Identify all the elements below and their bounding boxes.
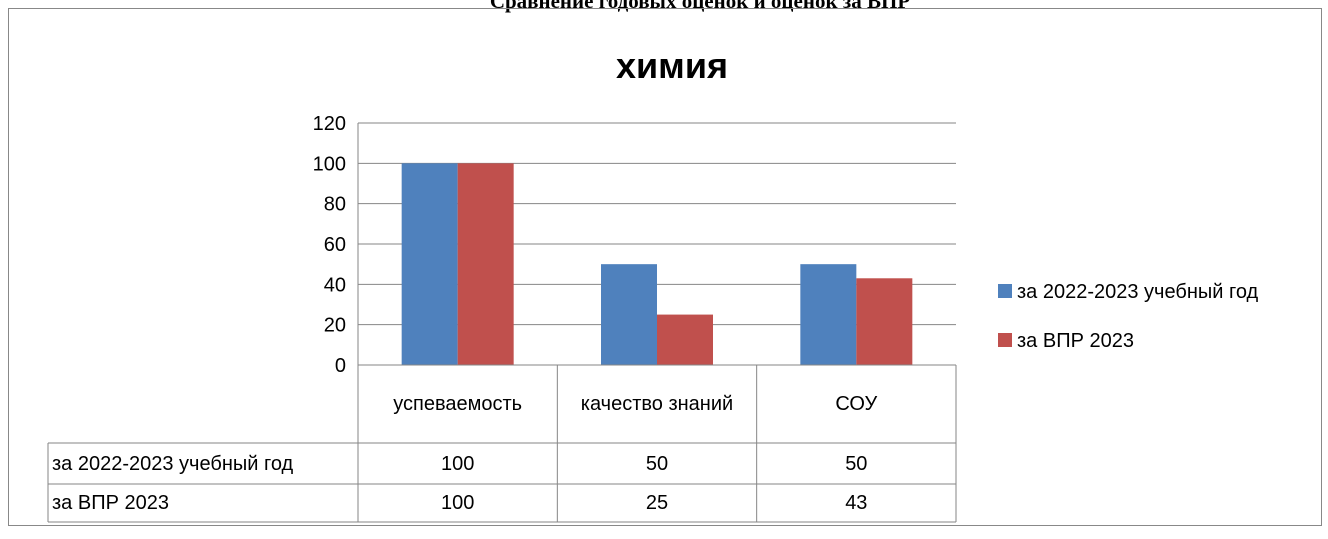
table-value-box: 43 [845,492,868,514]
legend-swatch [998,333,1012,347]
category-label: СОУ [835,393,878,415]
y-tick-label: 80 [324,194,346,216]
row-label: за 2022-2023 учебный год [52,452,294,475]
category-label-box: СОУ [835,393,878,415]
row-label: за ВПР 2023 [52,492,169,514]
table-value: 43 [845,492,868,514]
table-value-box: 50 [845,452,868,475]
y-tick-label: 40 [324,274,346,296]
bar [601,264,657,365]
table-value-box: 100 [440,452,475,475]
row-label-box: за 2022-2023 учебный год [52,452,294,475]
table-value: 100 [440,452,475,475]
y-tick-label: 100 [313,153,346,175]
table-value: 100 [440,492,475,514]
bar [657,314,713,365]
category-label-box: качество знаний [580,393,734,415]
y-tick-label: 60 [324,234,346,256]
legend-swatch [998,284,1012,298]
table-value-box: 100 [440,492,475,514]
chart-frame [8,8,1322,526]
category-label-box: успеваемость [393,393,523,415]
bar [457,163,514,365]
table-value-box: 50 [645,452,669,475]
bar [800,264,857,365]
page-heading: Сравнение годовых оценок и оценок за ВПР [490,0,910,13]
category-label: успеваемость [393,393,523,415]
table-value: 50 [645,452,669,475]
row-label-box: за ВПР 2023 [52,492,169,514]
table-value: 50 [845,452,868,475]
legend-label: за 2022-2023 учебный год [1017,281,1259,303]
y-tick-label: 20 [324,315,346,337]
y-tick-label: 120 [313,113,346,135]
table-value-box: 25 [645,492,669,514]
legend-label: за ВПР 2023 [1017,330,1134,352]
bar [856,278,913,365]
chart-title: химия [616,45,728,86]
bar [401,163,458,365]
category-label: качество знаний [580,393,734,415]
table-value: 25 [645,492,669,514]
y-tick-label: 0 [335,355,346,377]
